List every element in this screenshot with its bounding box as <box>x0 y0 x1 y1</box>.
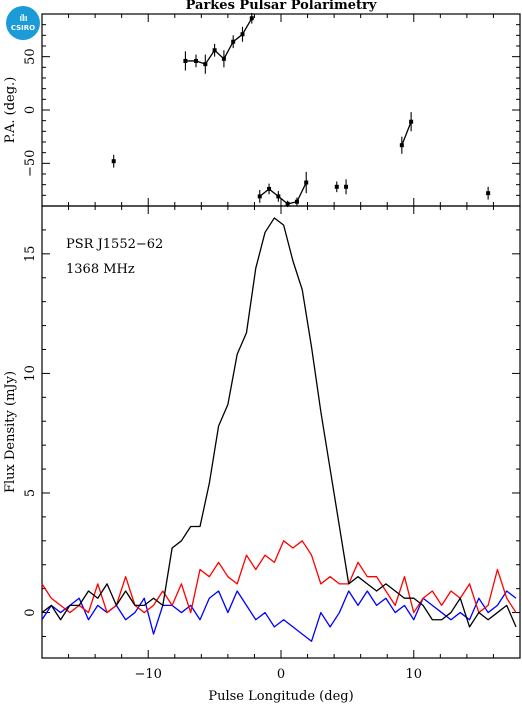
chart-title: Parkes Pulsar Polarimetry <box>186 0 377 13</box>
bottom-y-tick-label: 0 <box>23 608 38 616</box>
pa-point <box>344 184 349 189</box>
top-y-tick-label: 50 <box>23 48 38 65</box>
pa-point <box>203 62 208 67</box>
pa-point <box>409 119 414 124</box>
pa-point <box>240 32 245 37</box>
pa-point <box>285 201 290 206</box>
bottom-y-tick-label: 15 <box>23 246 38 263</box>
linear-polarization-line <box>41 540 517 614</box>
pa-connecting-line <box>185 17 253 65</box>
pa-point <box>221 56 226 61</box>
csiro-logo-bars-icon: ıllıı <box>19 13 27 24</box>
top-y-tick-label: 0 <box>23 106 38 114</box>
pa-point <box>267 186 272 191</box>
pa-point <box>334 184 339 189</box>
x-axis-label: Pulse Longitude (deg) <box>208 689 353 704</box>
bottom-y-axis-label: Flux Density (mJy) <box>3 371 18 493</box>
pulsar-name-annotation: PSR J1552−62 <box>66 237 163 252</box>
pa-point <box>194 58 199 63</box>
x-tick-label: 0 <box>277 667 285 682</box>
pa-point <box>249 16 254 21</box>
pa-connecting-line <box>401 121 412 146</box>
pa-connecting-line <box>259 182 307 205</box>
top-panel-frame <box>41 13 521 207</box>
pa-point <box>399 143 404 148</box>
pa-point <box>231 39 236 44</box>
pa-point <box>111 159 116 164</box>
pa-point <box>276 194 281 199</box>
bottom-y-tick-label: 10 <box>23 365 38 382</box>
top-y-axis-label: P.A. (deg.) <box>3 77 18 144</box>
pa-point <box>257 194 262 199</box>
csiro-logo: ıllıı CSIRO <box>6 6 40 40</box>
frequency-annotation: 1368 MHz <box>66 262 135 277</box>
flux-density-panel: 0 5 10 15 −10 0 10 PSR J1552−62 1368 MHz Flux … <box>3 205 521 704</box>
circular-polarization-line <box>41 590 517 642</box>
x-tick-label: 10 <box>406 667 423 682</box>
position-angle-panel: −50 0 50 P.A. (deg.) <box>3 12 521 208</box>
bottom-y-tick-label: 5 <box>23 489 38 497</box>
pa-point <box>183 58 188 63</box>
top-y-tick-label: −50 <box>23 150 38 177</box>
x-tick-label: −10 <box>135 667 162 682</box>
pa-point <box>294 199 299 204</box>
csiro-logo-text: CSIRO <box>10 23 36 32</box>
pa-point <box>304 180 309 185</box>
total-intensity-line <box>41 217 517 628</box>
pa-point <box>486 191 491 196</box>
pa-point <box>212 48 217 53</box>
